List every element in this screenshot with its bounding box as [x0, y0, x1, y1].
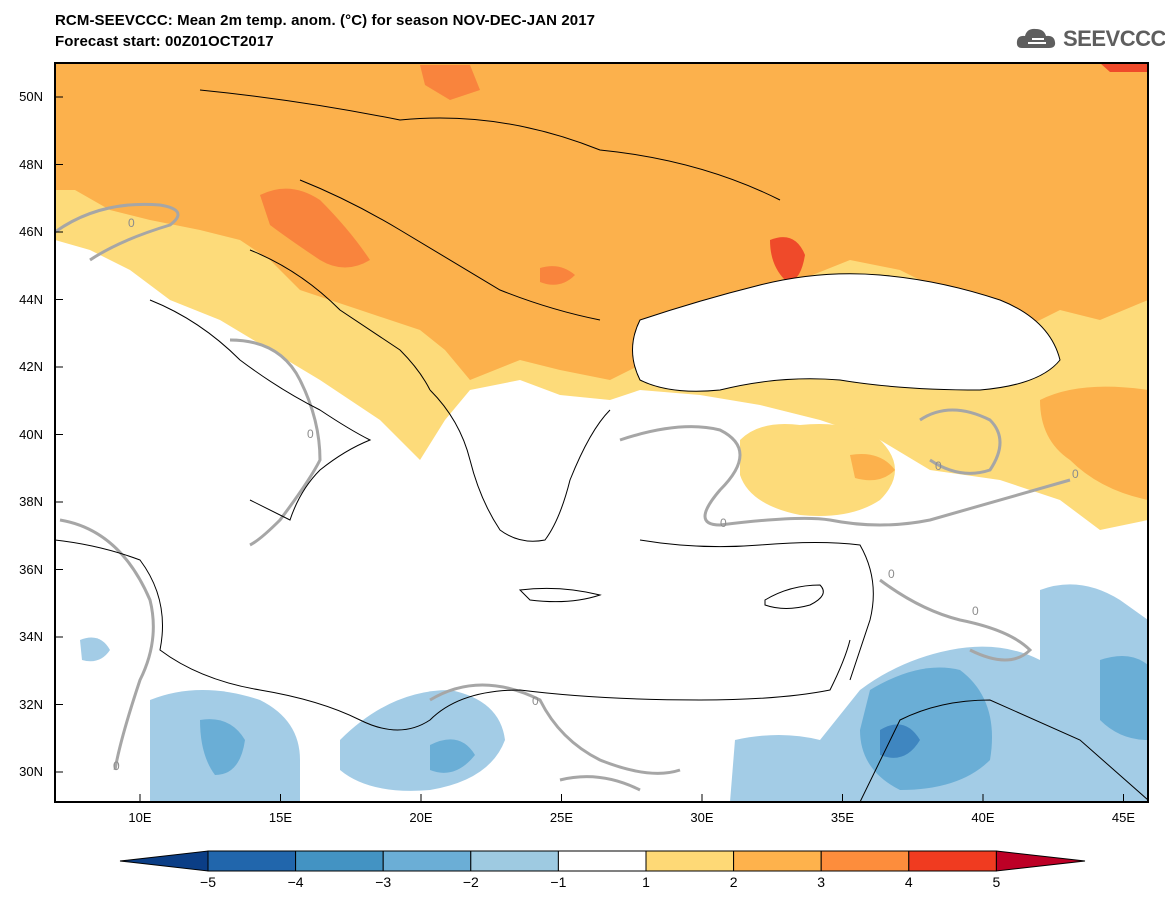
colorbar-segment [908, 850, 997, 872]
lat-tick-label: 30N [19, 764, 43, 779]
contour-label: 0 [720, 516, 727, 530]
warm-region-3-4 [260, 188, 370, 268]
warm-region-2-3 [1040, 386, 1148, 500]
colorbar-segment [645, 850, 735, 872]
coastline-black-sea [632, 273, 1061, 392]
colorbar-label: −3 [375, 874, 392, 890]
cool-region-m2-m3 [860, 667, 992, 790]
zero-contour [619, 425, 1071, 527]
coastline-cyprus [764, 584, 824, 609]
cool-region-m2-m3 [430, 739, 475, 773]
cloud-icon [1016, 28, 1056, 48]
coastline-north-africa [55, 539, 851, 731]
colorbar-segment [295, 850, 384, 872]
border-line [859, 699, 1148, 802]
lat-tick-label: 44N [19, 291, 43, 307]
colorbar-label: 5 [992, 874, 1001, 890]
lon-tick-label: 20E [409, 810, 433, 825]
zero-contour [879, 578, 1033, 662]
logo-text: SEEVCCC [1063, 26, 1165, 51]
coastline-crete [518, 587, 602, 603]
warm-region-2-3 [850, 454, 895, 481]
map-title: RCM-SEEVCCC: Mean 2m temp. anom. (°C) fo… [55, 12, 596, 29]
lon-tick-label: 45E [1111, 810, 1136, 825]
contour-label: 0 [888, 567, 895, 581]
lat-tick-label: 48N [19, 156, 43, 172]
colorbar-segment [470, 850, 559, 872]
lon-tick-label: 40E [971, 810, 995, 825]
colorbar-label: −5 [200, 874, 216, 890]
colorbar-segment [733, 850, 822, 872]
zero-contour [919, 408, 1002, 475]
contour-label: 0 [113, 759, 120, 773]
coastline-anatolia [639, 539, 874, 681]
colorbar-arrow-high [995, 850, 1086, 872]
zero-contour [559, 775, 641, 792]
warm-region-1-2 [740, 424, 895, 516]
zero-contour [55, 202, 180, 262]
lon-tick-label: 10E [128, 810, 152, 825]
lon-tick-label: 35E [830, 810, 855, 825]
warm-region-3-4 [420, 65, 480, 100]
lat-tick-label: 32N [19, 696, 43, 712]
warm-region-2-3 [55, 63, 1148, 380]
colorbar-label: 3 [817, 874, 826, 890]
contour-label: 0 [972, 604, 979, 618]
cool-region-m2-m3 [1100, 656, 1148, 740]
contour-label: 0 [532, 694, 539, 708]
coastline-adriatic [249, 249, 431, 391]
cool-region-m1-m2 [80, 637, 110, 662]
map-frame [54, 62, 1149, 803]
lon-tick-label: 25E [549, 810, 574, 825]
cool-region-m2-m3 [200, 719, 245, 775]
colorbar-arrow-low [119, 850, 209, 872]
zero-contour [59, 518, 155, 771]
lat-tick-label: 46N [19, 224, 43, 239]
colorbar-label: 4 [904, 874, 913, 890]
colorbar-segment [820, 850, 910, 872]
lat-tick-label: 36N [19, 561, 43, 577]
contour-label: 0 [935, 459, 942, 473]
lon-tick-label: 30E [690, 810, 714, 825]
colorbar-segment [557, 850, 647, 872]
cool-region-m3-m4 [880, 724, 920, 758]
warm-region-4-5 [770, 237, 805, 281]
lat-tick-label: 34N [19, 629, 43, 644]
zero-contour [229, 338, 322, 547]
colorbar-label: −2 [462, 874, 479, 890]
colorbar-label: 1 [642, 874, 650, 890]
lat-tick-label: 38N [19, 494, 43, 509]
lat-tick-label: 40N [19, 426, 43, 442]
lon-tick-label: 15E [268, 810, 293, 825]
colorbar-segment [207, 850, 297, 872]
colorbar-label: −4 [287, 874, 304, 890]
warm-region-4-5 [1100, 63, 1148, 72]
black-sea [632, 273, 1060, 392]
lat-tick-label: 42N [19, 359, 43, 374]
lat-tick-label: 50N [19, 89, 43, 104]
colorbar-label: 2 [729, 874, 738, 890]
colorbar [119, 850, 1086, 872]
coastline-greece [429, 389, 611, 542]
forecast-start-subtitle: Forecast start: 00Z01OCT2017 [55, 33, 274, 50]
contour-label: 0 [128, 216, 135, 230]
contour-label: 0 [307, 427, 314, 441]
border-line [299, 179, 601, 321]
coastline-italy [149, 299, 372, 521]
colorbar-segment [382, 850, 472, 872]
zero-contour [429, 683, 681, 775]
colorbar-label: −1 [550, 874, 567, 890]
contour-label: 0 [1072, 467, 1079, 481]
warm-region-3-4 [540, 266, 575, 285]
border-line [199, 89, 781, 201]
